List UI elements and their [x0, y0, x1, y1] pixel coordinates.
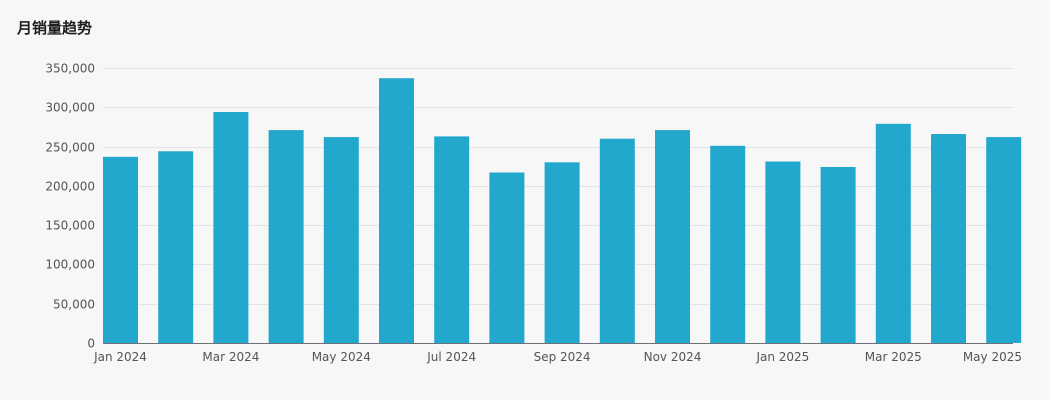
- x-tick-label: Jul 2024: [426, 350, 476, 364]
- y-tick-label: 300,000: [45, 101, 95, 115]
- bar-feb-2024[interactable]: [158, 151, 194, 343]
- bar-jan-2025[interactable]: [765, 161, 801, 344]
- bars: [103, 78, 1022, 344]
- y-tick-label: 250,000: [45, 141, 95, 155]
- bar-dec-2024[interactable]: [710, 145, 746, 343]
- y-tick-label: 150,000: [45, 219, 95, 233]
- bar-aug-2024[interactable]: [489, 172, 525, 344]
- bar-mar-2024[interactable]: [213, 112, 249, 343]
- bar-may-2025[interactable]: [986, 137, 1022, 343]
- x-tick-label: Sep 2024: [534, 350, 591, 364]
- bar-apr-2024[interactable]: [268, 130, 304, 343]
- chart-title: 月销量趋势: [17, 19, 93, 37]
- bar-sep-2024[interactable]: [544, 162, 580, 343]
- bar-may-2024[interactable]: [323, 137, 359, 343]
- bar-jan-2024[interactable]: [103, 156, 138, 343]
- bar-nov-2024[interactable]: [655, 130, 690, 343]
- x-tick-label: Jan 2025: [755, 350, 809, 364]
- y-tick-label: 100,000: [45, 258, 95, 272]
- bar-feb-2025[interactable]: [820, 167, 856, 343]
- x-tick-label: Nov 2024: [644, 350, 702, 364]
- x-tick-label: May 2025: [963, 350, 1022, 364]
- x-tick-label: Jan 2024: [93, 350, 147, 364]
- bar-jun-2024[interactable]: [379, 78, 414, 343]
- y-tick-label: 350,000: [45, 62, 95, 76]
- y-tick-label: 50,000: [53, 298, 95, 312]
- y-tick-label: 200,000: [45, 180, 95, 194]
- x-tick-label: Mar 2024: [202, 350, 259, 364]
- y-axis-ticks: 0 50,000 100,000 150,000 200,000 250,000 300,0…: [45, 62, 95, 351]
- y-tick-label: 0: [87, 337, 95, 351]
- bar-mar-2025[interactable]: [875, 123, 911, 343]
- x-tick-label: May 2024: [312, 350, 371, 364]
- bar-apr-2025[interactable]: [931, 134, 966, 343]
- x-axis-ticks: Jan 2024 Mar 2024 May 2024 Jul 2024 Sep 2024…: [93, 350, 1022, 364]
- x-tick-label: Mar 2025: [865, 350, 922, 364]
- bar-jul-2024[interactable]: [434, 136, 470, 343]
- bar-oct-2024[interactable]: [599, 138, 635, 343]
